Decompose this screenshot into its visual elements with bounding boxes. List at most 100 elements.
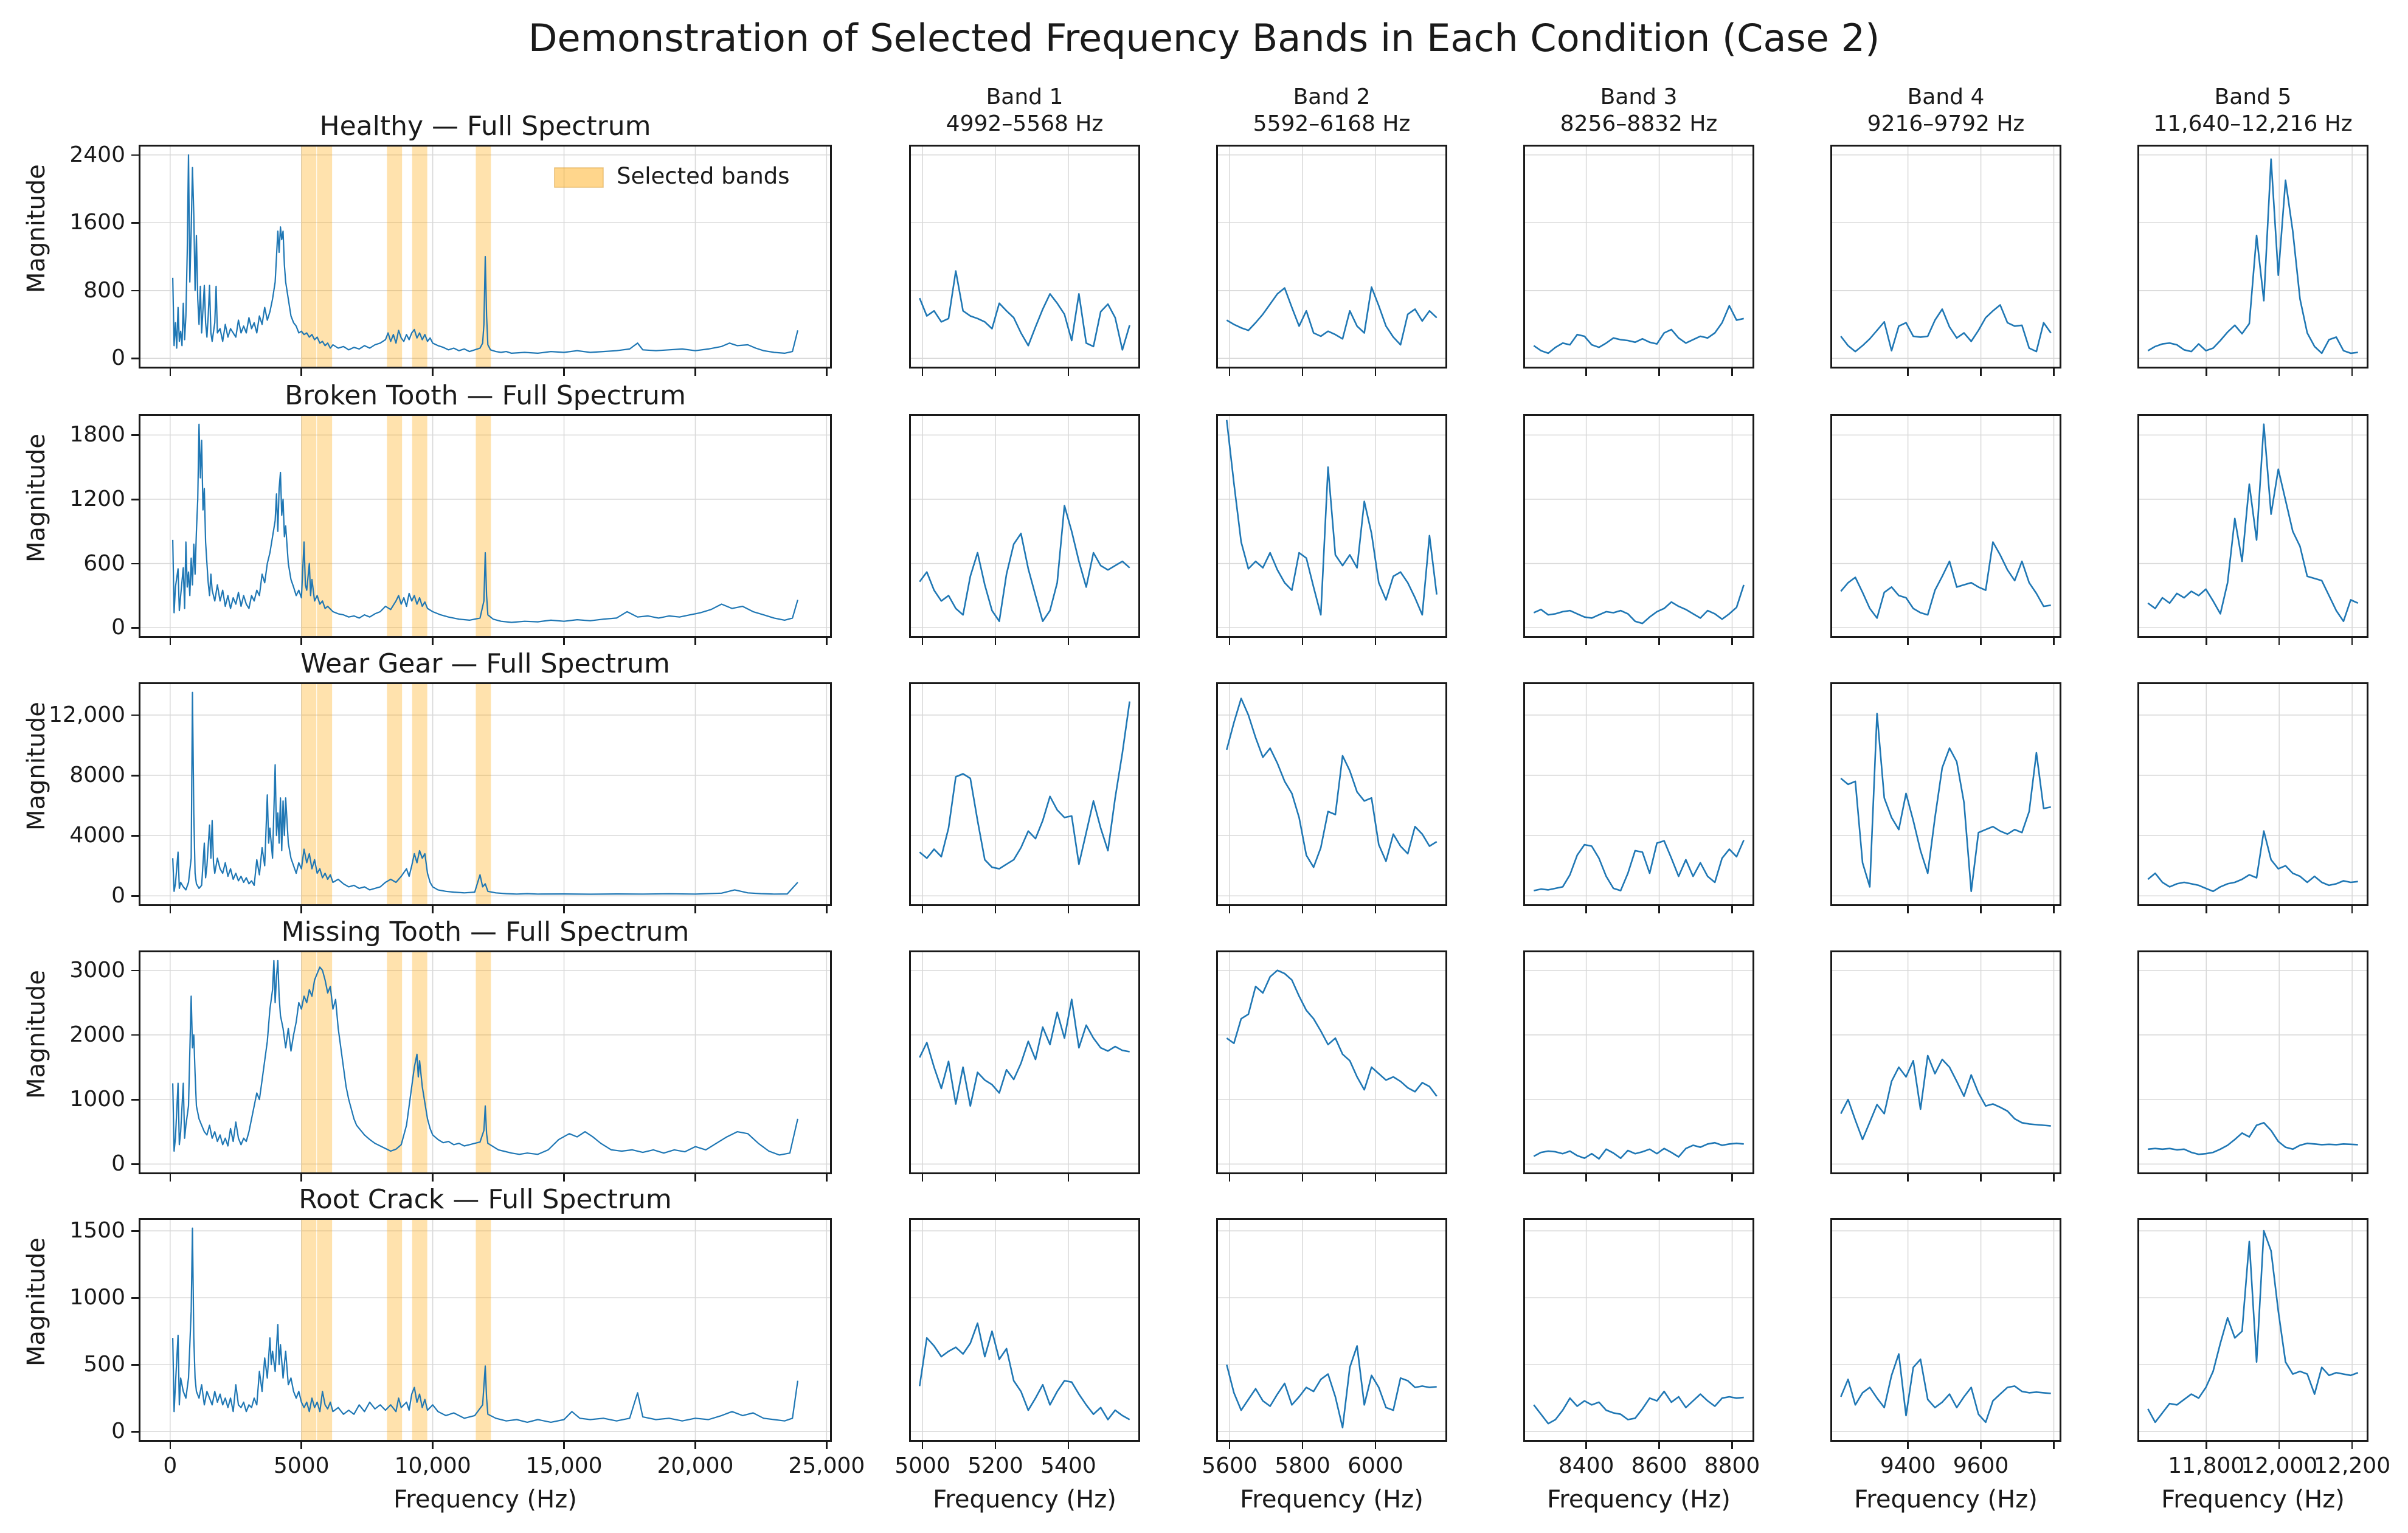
band-range-label: 4992–5568 Hz <box>946 111 1104 136</box>
x-tick-mark <box>1585 369 1587 376</box>
plot-wear-gear-band-4 <box>1830 682 2061 906</box>
y-tick-label: 800 <box>83 277 125 303</box>
selected-band-highlight <box>387 1218 403 1442</box>
plot-root-crack-full-spectrum <box>139 1218 832 1442</box>
y-tick-mark <box>131 1297 139 1299</box>
x-tick-mark <box>1585 906 1587 913</box>
y-tick-mark <box>131 358 139 359</box>
y-tick-mark <box>131 627 139 629</box>
y-tick-mark <box>131 289 139 292</box>
y-tick-label: 2000 <box>69 1022 125 1047</box>
x-tick-mark <box>432 638 434 645</box>
x-tick-mark <box>2205 369 2207 376</box>
y-tick-mark <box>131 1163 139 1165</box>
plot-wear-gear-band-5 <box>2137 682 2368 906</box>
y-tick-label: 600 <box>83 550 125 576</box>
x-tick-mark <box>1907 369 1909 376</box>
x-tick-mark <box>994 906 997 913</box>
plot-broken-tooth-band-5 <box>2137 414 2368 638</box>
x-axis-label: Frequency (Hz) <box>933 1486 1116 1514</box>
x-tick-mark <box>169 1442 171 1449</box>
x-tick-mark <box>1067 369 1070 376</box>
x-tick-mark <box>1067 638 1070 645</box>
x-tick-mark <box>994 638 997 645</box>
x-tick-mark <box>1228 1174 1231 1182</box>
x-tick-mark <box>563 1174 565 1182</box>
x-tick-mark <box>1374 1174 1377 1182</box>
y-tick-mark <box>131 835 139 837</box>
x-tick-mark <box>300 638 303 645</box>
x-tick-mark <box>1301 1442 1304 1449</box>
x-tick-mark <box>994 1174 997 1182</box>
selected-band-highlight <box>387 950 403 1174</box>
plot-missing-tooth-band-4 <box>1830 950 2061 1174</box>
x-tick-mark <box>826 1174 828 1182</box>
y-tick-label: 0 <box>111 883 125 908</box>
selected-band-highlight <box>301 682 317 906</box>
y-tick-label: 1800 <box>69 422 125 448</box>
x-tick-mark <box>1731 1442 1733 1449</box>
x-tick-mark <box>432 1442 434 1449</box>
x-tick-mark <box>1067 906 1070 913</box>
subplot-title-broken-tooth: Broken Tooth — Full Spectrum <box>285 380 686 411</box>
y-tick-mark <box>131 714 139 716</box>
y-tick-mark <box>131 1034 139 1036</box>
y-tick-label: 0 <box>111 1419 125 1444</box>
x-tick-mark <box>1658 369 1660 376</box>
band-label: Band 1 <box>986 85 1064 109</box>
subplot-title-missing-tooth: Missing Tooth — Full Spectrum <box>281 916 690 947</box>
plot-healthy-band-5 <box>2137 145 2368 369</box>
selected-band-highlight <box>301 145 317 369</box>
x-tick-mark <box>169 906 171 913</box>
x-tick-mark <box>2053 369 2055 376</box>
y-tick-label: 0 <box>111 615 125 640</box>
x-tick-mark <box>921 638 924 645</box>
x-tick-mark <box>1731 638 1733 645</box>
x-tick-mark <box>1585 1174 1587 1182</box>
x-tick-mark <box>2205 638 2207 645</box>
x-tick-mark <box>432 906 434 913</box>
band-column-header-5: Band 5 11,640–12,216 Hz <box>2137 84 2368 137</box>
y-tick-mark <box>131 895 139 897</box>
y-tick-mark <box>131 498 139 500</box>
x-tick-label: 15,000 <box>525 1453 603 1478</box>
y-tick-mark <box>131 562 139 565</box>
x-tick-mark <box>2351 906 2353 913</box>
x-tick-label: 5200 <box>967 1453 1023 1478</box>
x-tick-mark <box>1907 638 1909 645</box>
x-tick-mark <box>1980 1442 1982 1449</box>
x-axis-label: Frequency (Hz) <box>1240 1486 1424 1514</box>
x-tick-mark <box>921 1442 924 1449</box>
band-column-header-1: Band 1 4992–5568 Hz <box>909 84 1140 137</box>
plot-root-crack-band-3 <box>1523 1218 1754 1442</box>
y-tick-label: 4000 <box>69 823 125 848</box>
y-tick-mark <box>131 969 139 972</box>
x-tick-mark <box>2205 906 2207 913</box>
plot-healthy-band-1 <box>909 145 1140 369</box>
plot-missing-tooth-band-2 <box>1216 950 1447 1174</box>
x-tick-label: 5000 <box>273 1453 330 1478</box>
x-tick-mark <box>921 906 924 913</box>
selected-band-highlight <box>317 145 333 369</box>
band-column-header-2: Band 2 5592–6168 Hz <box>1216 84 1447 137</box>
x-tick-mark <box>2053 1442 2055 1449</box>
y-tick-label: 0 <box>111 1151 125 1177</box>
selected-band-highlight <box>387 682 403 906</box>
x-tick-mark <box>1907 906 1909 913</box>
x-tick-mark <box>1301 906 1304 913</box>
x-tick-mark <box>1980 906 1982 913</box>
x-tick-mark <box>694 1442 696 1449</box>
y-tick-label: 1600 <box>69 210 125 235</box>
subplot-title-wear-gear: Wear Gear — Full Spectrum <box>300 648 670 679</box>
band-label: Band 2 <box>1293 85 1371 109</box>
x-tick-mark <box>1658 906 1660 913</box>
band-range-label: 5592–6168 Hz <box>1253 111 1411 136</box>
x-tick-mark <box>1374 1442 1377 1449</box>
subplot-title-healthy: Healthy — Full Spectrum <box>319 111 651 142</box>
x-tick-mark <box>1301 369 1304 376</box>
x-tick-mark <box>921 1174 924 1182</box>
y-tick-label: 3000 <box>69 957 125 983</box>
x-tick-mark <box>2278 1174 2280 1182</box>
x-tick-mark <box>300 369 303 376</box>
